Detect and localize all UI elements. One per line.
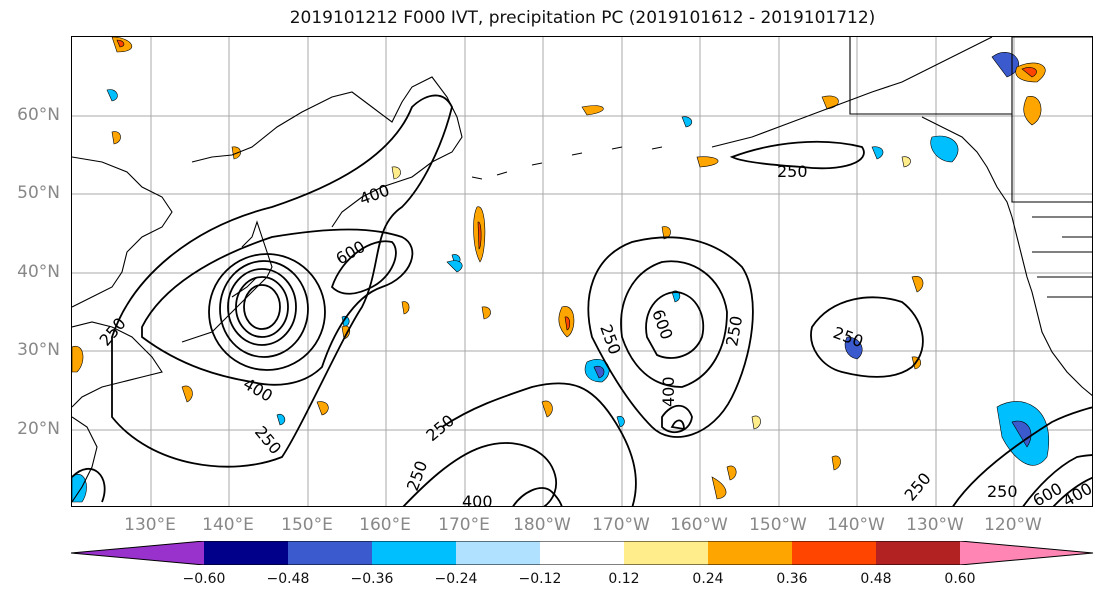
colorbar-segment <box>624 541 709 565</box>
contour-label: 250 <box>403 458 431 493</box>
contour-label: 250 <box>96 314 130 350</box>
colorbar-segment <box>288 541 373 565</box>
lon-label-160e: 160°E <box>359 515 411 535</box>
colorbar-segment <box>540 541 625 565</box>
lon-label-120w: 120°W <box>984 515 1042 535</box>
colorbar-tick: 0.60 <box>944 571 976 587</box>
map-panel: 250 400 600 250 400 250 250 250 250 400 … <box>71 36 1093 507</box>
colorbar-tick: 0.48 <box>860 571 892 587</box>
contour-label: 250 <box>422 411 458 445</box>
ivt-contours <box>72 94 1092 506</box>
colorbar-tick: −0.12 <box>518 571 562 587</box>
contour-label: 250 <box>901 469 935 505</box>
lon-label-160w: 160°W <box>670 515 728 535</box>
colorbar-segment <box>204 541 289 565</box>
colorbar-tick: −0.24 <box>434 571 478 587</box>
colorbar-tick: −0.48 <box>266 571 310 587</box>
colorbar-tick: 0.36 <box>776 571 808 587</box>
lon-label-140e: 140°E <box>202 515 254 535</box>
lon-label-140w: 140°W <box>827 515 885 535</box>
contour-label: 400 <box>357 180 392 208</box>
colorbar-segment <box>456 541 541 565</box>
contour-label: 250 <box>251 422 285 458</box>
contour-labels: 250 400 600 250 400 250 250 250 250 400 … <box>96 162 1094 507</box>
contour-label: 600 <box>648 307 676 342</box>
colorbar-segment <box>372 541 457 565</box>
map-title: 2019101212 F000 IVT, precipitation PC (2… <box>289 8 876 28</box>
contour-label: 400 <box>462 492 493 507</box>
contour-label: 400 <box>659 376 678 407</box>
colorbar-tick: 0.12 <box>608 571 640 587</box>
lon-label-130e: 130°E <box>124 515 176 535</box>
coastline <box>72 37 1092 503</box>
contour-label: 250 <box>831 323 866 351</box>
colorbar-tick: −0.36 <box>350 571 394 587</box>
lat-label-30n: 30°N <box>17 340 60 360</box>
lat-label-50n: 50°N <box>17 183 60 203</box>
lon-label-170e: 170°E <box>438 515 490 535</box>
graticule <box>72 37 1092 506</box>
contour-label: 400 <box>240 374 276 406</box>
colorbar-segment <box>792 541 877 565</box>
colorbar-segment <box>708 541 793 565</box>
lon-label-170w: 170°W <box>592 515 650 535</box>
contour-label: 600 <box>333 237 369 269</box>
precip-fill <box>72 37 1049 503</box>
colorbar-tick: −0.60 <box>182 571 226 587</box>
lon-label-150e: 150°E <box>281 515 333 535</box>
colorbar-extend-low <box>71 541 204 565</box>
lon-label-150w: 150°W <box>749 515 807 535</box>
lat-label-40n: 40°N <box>17 262 60 282</box>
colorbar-extend-high <box>960 541 1093 565</box>
lat-label-60n: 60°N <box>17 105 60 125</box>
contour-label: 250 <box>722 314 746 347</box>
colorbar-tick: 0.24 <box>692 571 724 587</box>
contour-label: 250 <box>987 482 1018 501</box>
lat-label-20n: 20°N <box>17 419 60 439</box>
colorbar-segment <box>876 541 961 565</box>
contour-label: 250 <box>777 162 808 181</box>
lon-label-130w: 130°W <box>906 515 964 535</box>
map-svg: 250 400 600 250 400 250 250 250 250 400 … <box>72 37 1094 507</box>
lon-label-180w: 180°W <box>513 515 571 535</box>
colorbar <box>71 541 1094 565</box>
contour-label: 400 <box>1060 479 1094 507</box>
